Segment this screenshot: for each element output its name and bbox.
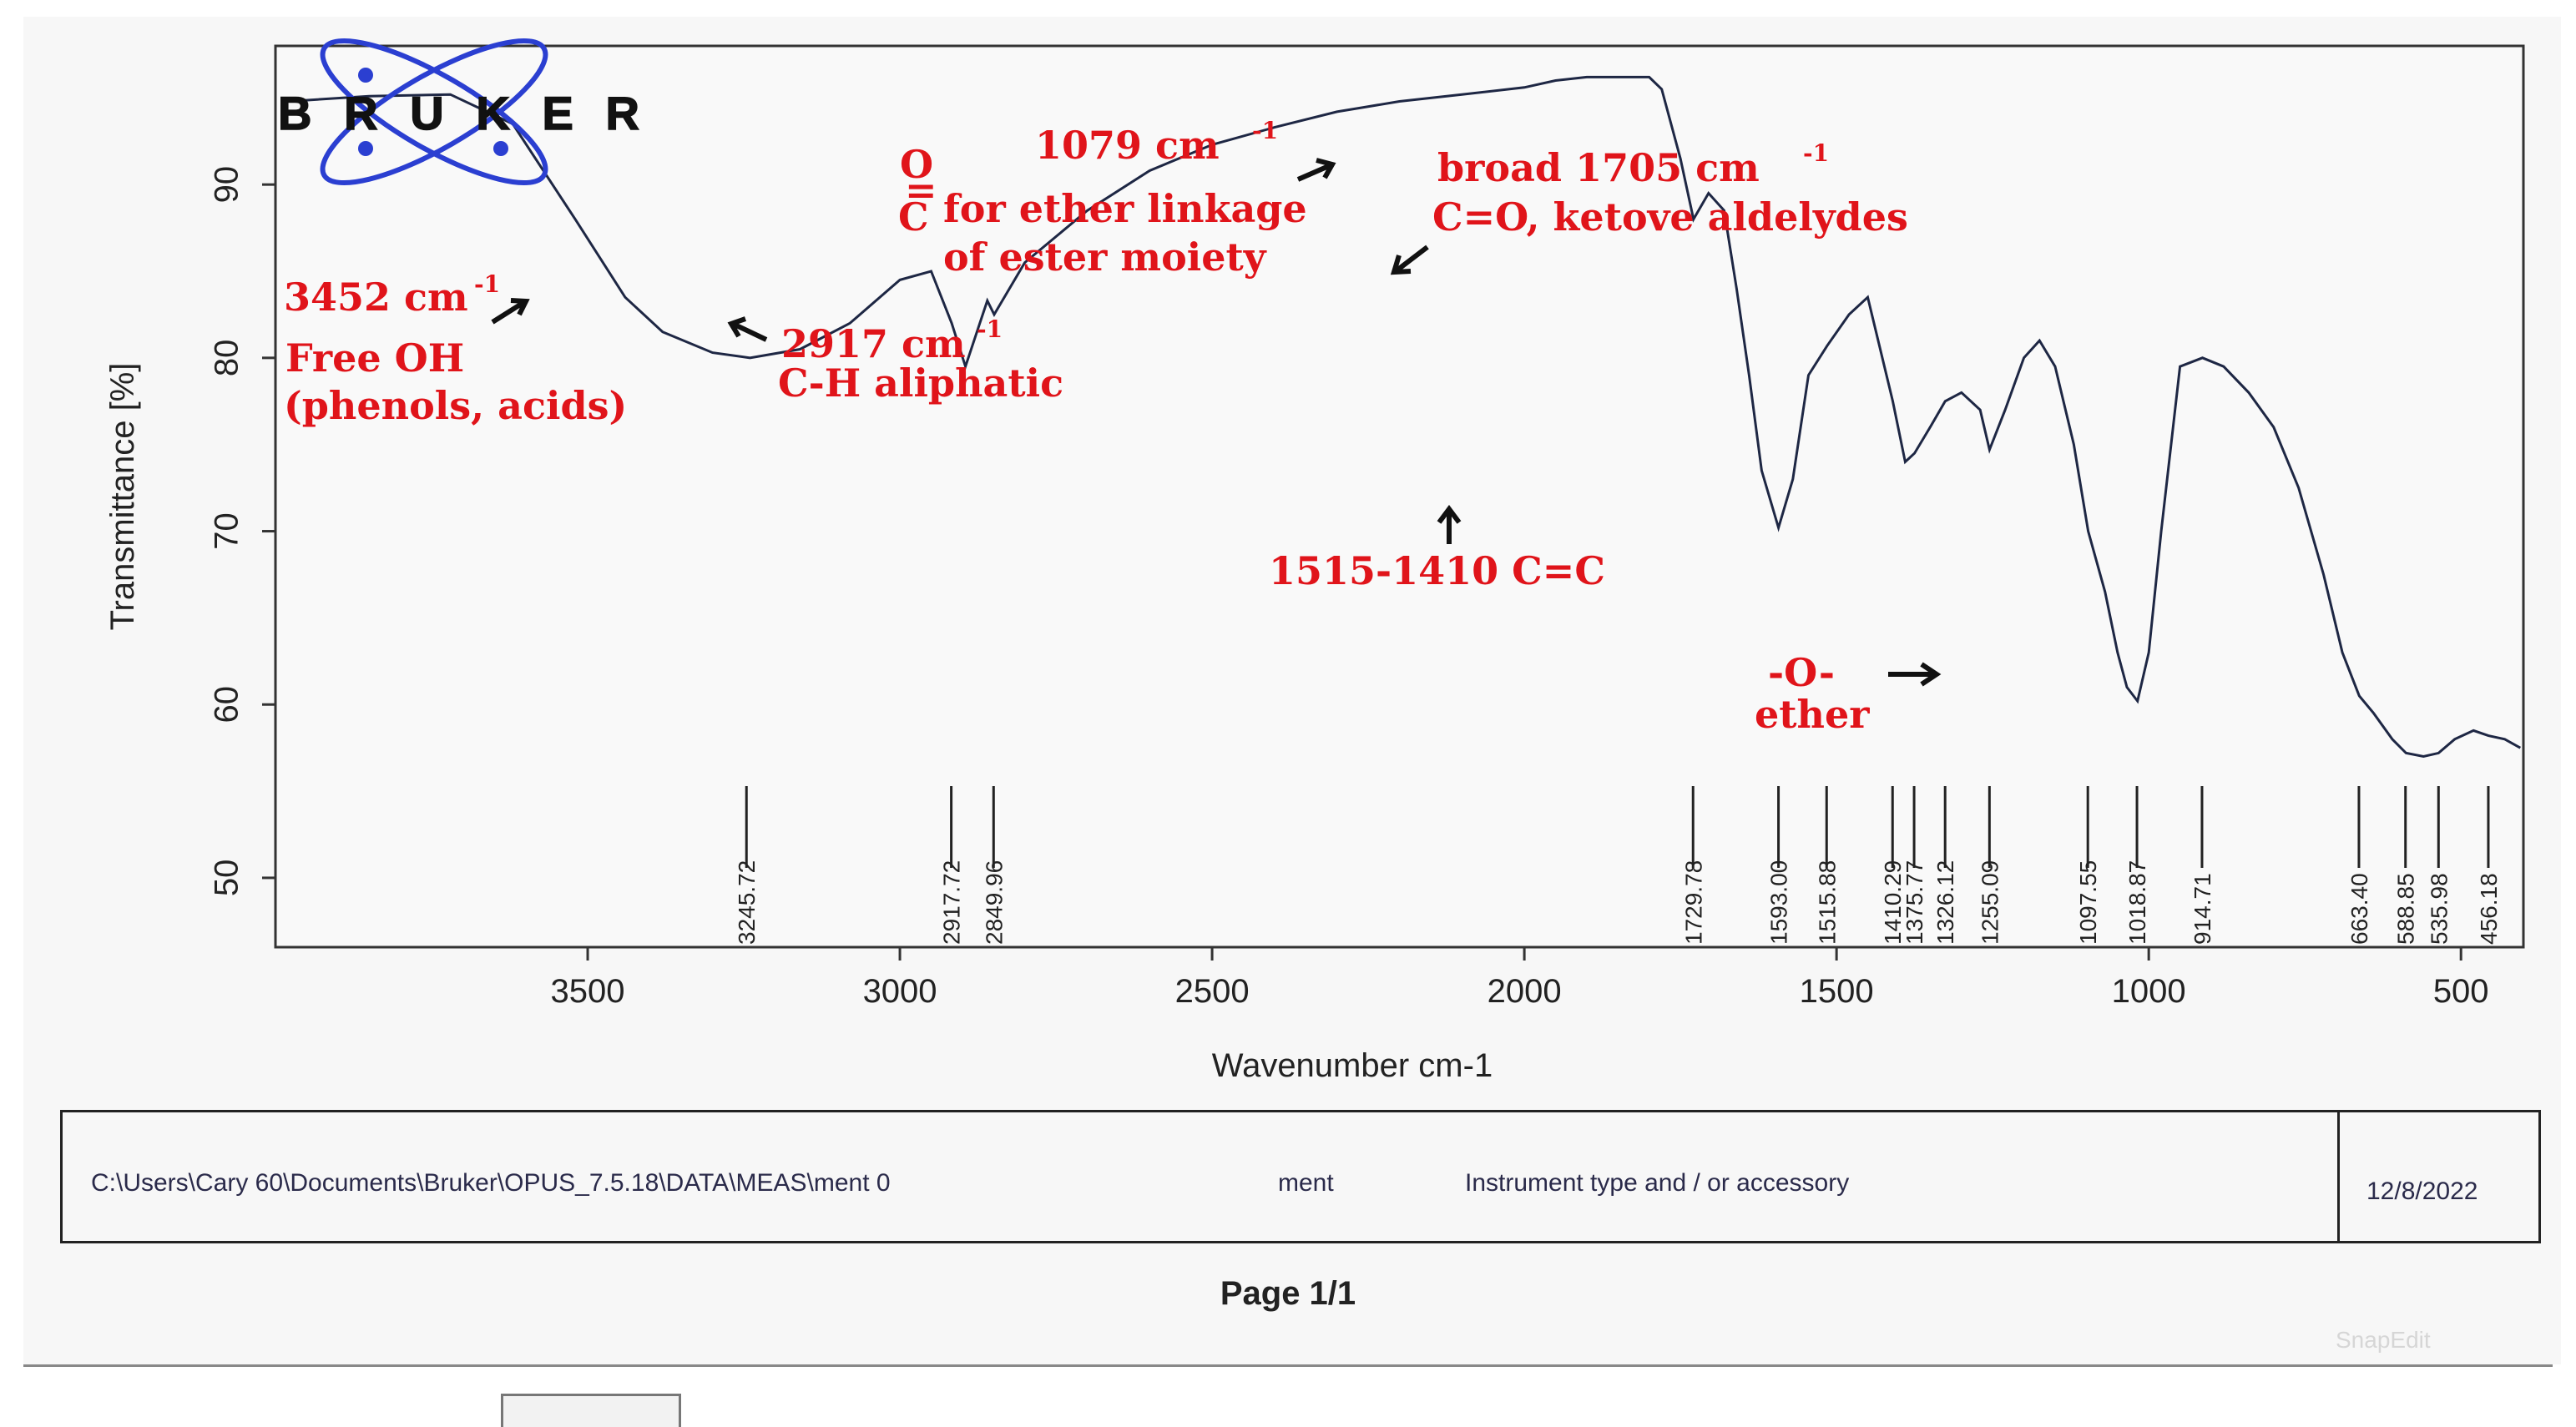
- y-tick-label: 80: [209, 340, 245, 377]
- carbonyl-double-bond: =: [905, 168, 937, 213]
- page-number: Page 1/1: [1220, 1275, 1356, 1312]
- annotation-carbonyl: broad 1705 cm -1 C=O, ketove aldelydes: [1390, 139, 1908, 275]
- peak-label: 1375.77: [1902, 860, 1927, 945]
- x-tick-label: 1500: [1800, 973, 1874, 1010]
- ester-superscript: -1: [1252, 117, 1278, 144]
- x-tick-label: 2000: [1488, 973, 1562, 1010]
- file-path: C:\Users\Cary 60\Documents\Bruker\OPUS_7…: [91, 1169, 891, 1197]
- y-axis-title: Transmittance [%]: [104, 363, 141, 631]
- arrow-icon: [1437, 505, 1462, 544]
- ether-symbol: -O-: [1768, 650, 1835, 695]
- ether-label: ether: [1755, 692, 1870, 737]
- peak-label: 1515.88: [1814, 860, 1840, 945]
- x-axis-ticks: 3500 3000 2500 2000 1500 1000 500: [551, 947, 2489, 1010]
- peak-label: 914.71: [2190, 873, 2215, 945]
- peak-label: 456.18: [2476, 873, 2502, 945]
- peak-label: 588.85: [2393, 873, 2419, 945]
- carbonyl-superscript: -1: [1803, 139, 1829, 167]
- x-tick-label: 3000: [863, 973, 937, 1010]
- arrow-icon: [491, 298, 530, 325]
- arrow-icon: [1296, 158, 1336, 182]
- peak-label: 2849.96: [981, 860, 1007, 945]
- annotation-ether: -O- ether: [1755, 650, 1942, 737]
- peak-label: 1410.29: [1880, 860, 1906, 945]
- ch-wavenumber: 2917 cm: [781, 321, 966, 366]
- peak-label: 1097.55: [2075, 860, 2101, 945]
- peak-label: 2917.72: [939, 860, 965, 945]
- oh-label: Free OH: [285, 335, 464, 381]
- peak-label: 663.40: [2346, 873, 2372, 945]
- carbonyl-assignment: C=O, ketove aldelydes: [1432, 194, 1908, 240]
- carbonyl-label: broad 1705 cm: [1437, 145, 1760, 190]
- screen-bottom-edge: [0, 1364, 2576, 1427]
- x-tick-label: 2500: [1175, 973, 1250, 1010]
- annotation-cc: 1515-1410 C=C: [1269, 505, 1605, 593]
- y-tick-label: 60: [209, 686, 245, 724]
- footer-info-bar: C:\Users\Cary 60\Documents\Bruker\OPUS_7…: [60, 1110, 2541, 1243]
- peak-label: 1729.78: [1680, 860, 1706, 945]
- sample-name: ment: [1278, 1169, 1334, 1197]
- logo-orbit: [320, 38, 548, 186]
- arrow-icon: [1888, 662, 1942, 687]
- annotation-ch-aliphatic: 2917 cm -1 C-H aliphatic: [727, 315, 1063, 406]
- x-axis-title: Wavenumber cm-1: [1212, 1047, 1493, 1084]
- peak-label: 3245.72: [734, 860, 760, 945]
- peak-label: 1255.09: [1977, 860, 2003, 945]
- y-axis-ticks: 50 60 70 80 90: [209, 166, 275, 896]
- arrow-icon: [727, 316, 768, 342]
- logo-orbit: [320, 38, 548, 186]
- y-tick-label: 50: [209, 860, 245, 897]
- oh-label-detail: (phenols, acids): [284, 383, 627, 428]
- cc-label: 1515-1410 C=C: [1269, 548, 1605, 593]
- plot-frame: [274, 44, 2525, 949]
- ch-superscript: -1: [977, 315, 1003, 343]
- ester-label: for ether linkage: [943, 186, 1307, 231]
- instrument-info: Instrument type and / or accessory: [1465, 1169, 1850, 1197]
- footer-divider: [2337, 1112, 2340, 1241]
- y-tick-label: 70: [209, 512, 245, 550]
- x-tick-label: 500: [2433, 973, 2489, 1010]
- peak-label: 535.98: [2426, 873, 2452, 945]
- y-tick-label: 90: [209, 166, 245, 204]
- carbonyl-oxygen: O: [900, 142, 933, 187]
- oh-wavenumber: 3452 cm: [284, 275, 468, 320]
- oh-superscript: -1: [474, 270, 500, 298]
- peak-label: 1018.87: [2124, 860, 2150, 945]
- peak-label: 1593.00: [1766, 860, 1792, 945]
- watermark: SnapEdit: [2336, 1327, 2431, 1353]
- carbonyl-carbon: C: [898, 194, 929, 240]
- logo-nucleus: [358, 141, 373, 156]
- ch-label: C-H aliphatic: [778, 361, 1063, 406]
- window-tab: [501, 1394, 681, 1427]
- ester-label-detail: of ester moiety: [943, 234, 1267, 280]
- logo-nucleus: [493, 141, 508, 156]
- peak-label: 1326.12: [1932, 860, 1958, 945]
- arrow-icon: [1390, 245, 1429, 275]
- peak-markers: 3245.72 2917.72 2849.96 1729.78 1593.00 1515.…: [734, 786, 2502, 945]
- x-tick-label: 1000: [2112, 973, 2186, 1010]
- spectrum-trace: [287, 75, 2522, 759]
- measurement-date: 12/8/2022: [2366, 1177, 2478, 1205]
- annotation-free-oh: 3452 cm -1 Free OH (phenols, acids): [284, 270, 627, 428]
- logo-nucleus: [358, 68, 373, 83]
- ester-wavenumber: 1079 cm: [1035, 123, 1220, 168]
- edge-line: [23, 1364, 2553, 1367]
- annotation-ester: 1079 cm -1 O = C for ether linkage of es…: [898, 117, 1336, 280]
- x-tick-label: 3500: [551, 973, 625, 1010]
